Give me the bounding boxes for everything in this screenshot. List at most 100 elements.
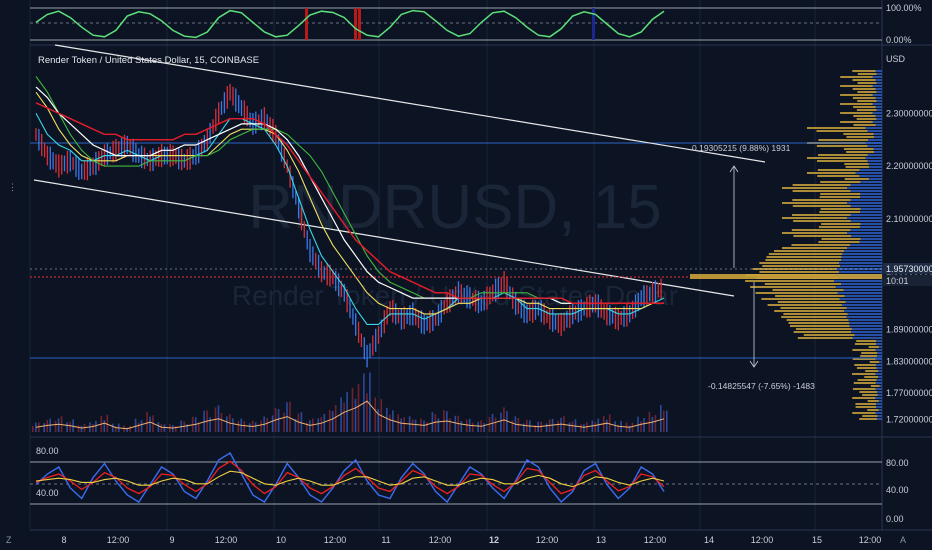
volume-profile-bar [873,133,882,135]
volume-profile-bar [821,223,861,225]
volume-profile-bar [816,130,868,132]
volume-bar [331,411,334,432]
settings-icon[interactable]: ⋮ [8,182,17,192]
volume-bar [640,421,642,432]
volume-profile-bar [875,358,882,360]
volume-profile-bar [840,76,873,78]
volume-profile-bar [875,364,882,366]
volume-profile-bar [876,91,882,93]
volume-profile-bar [852,337,882,339]
volume-profile-bar [878,376,882,378]
volume-bar [289,401,291,432]
time-axis[interactable]: 8 12:00 9 12:00 10 12:00 11 12:00 12 12:00 13 12:00… [6,182,932,545]
volume-profile-bar [818,154,868,156]
volume-bar [57,418,60,432]
volume-profile-bar [850,184,882,186]
volume-profile-bar [853,382,876,384]
volume-bar [494,417,497,432]
volume-profile-bar [847,313,882,315]
oscillator-yellow-line [35,470,665,488]
volume-bar [477,421,479,432]
volume-profile-bar [840,85,873,87]
volume-bar [366,393,368,432]
volume-profile-bar [840,265,882,267]
price-tick-label: 2.30000000 [886,108,932,118]
time-tick-label: 12:00 [429,535,452,545]
volume-profile-bar [839,298,882,300]
measure-down-label: -0.14825547 (-7.65%) -1483 [708,381,815,391]
volume-profile-bar [843,148,874,150]
volume-bar [471,422,474,432]
volume-profile-bar [864,376,879,378]
volume-profile-bar [852,412,876,414]
volume-profile-bar [872,94,882,96]
volume-profile-bar [877,415,882,417]
volume-profile-bar [875,88,882,90]
volume-profile [745,70,882,420]
volume-profile-bar [807,127,866,129]
volume-profile-bar [868,346,879,348]
volume-bar [506,411,508,432]
volume-profile-bar [875,397,882,399]
volume-profile-bar [844,295,882,297]
volume-profile-bar [772,289,844,291]
volume-bar [54,420,57,432]
volume-profile-bar [844,310,882,312]
volume-profile-bar [849,322,882,324]
volume-profile-bar [870,385,880,387]
price-tick-label: 1.83000000 [886,356,932,366]
volume-profile-bar [872,103,882,105]
volume-profile-bar [875,115,882,117]
bottom-oscillator-panel[interactable]: 80.00 40.00 80.00 40.00 0.00 [30,446,909,524]
volume-profile-bar [767,304,842,306]
currency-label: USD [886,54,906,64]
volume-bar [220,413,223,432]
volume-profile-bar [859,391,877,393]
volume-profile-bar [759,271,840,273]
volume-bar [277,409,280,432]
volume-bar [140,420,143,432]
volume-profile-bar [854,364,876,366]
volume-profile-bar [782,247,847,249]
symbol-title[interactable]: Render Token / United States Dollar, 15,… [38,55,259,66]
volume-profile-bar [817,169,860,171]
volume-bar [92,424,94,432]
auto-scale-icon[interactable]: A [900,535,906,545]
price-panel[interactable]: RNDRUSD, 15 Render Token / United States… [30,44,932,432]
volume-bar [663,410,665,432]
volume-profile-bar [852,349,876,351]
volume-profile-bar [867,400,879,402]
volume-bar [563,415,565,432]
left-osc-tick-40: 40.00 [36,488,59,498]
volume-profile-bar [850,229,882,231]
volume-profile-bar [775,295,845,297]
volume-bar [309,420,311,432]
volume-profile-bar [867,145,882,147]
volume-profile-bar [792,205,851,207]
volume-bar [637,416,639,432]
top-oscillator-panel[interactable]: 100.00% 0.00% [30,3,922,45]
zoom-reset-icon[interactable]: Z [6,535,12,545]
volume-bar [114,426,117,432]
volume-bar [160,424,163,432]
volume-profile-bar [852,70,876,72]
volume-bar [294,418,297,432]
volume-profile-bar [819,211,861,213]
volume-profile-bar [792,190,851,192]
time-tick-label: 12:00 [751,535,774,545]
volume-bar [426,422,428,432]
lower-trend-line[interactable] [33,179,735,297]
volume-profile-bar [850,205,882,207]
volume-bar [340,397,342,432]
volume-profile-bar [849,325,882,327]
volume-profile-bar [791,244,851,246]
top-osc-highlight-bar [592,8,595,40]
volume-bar [483,423,485,432]
upper-trend-line[interactable] [54,44,766,163]
measure-down-arrowhead [749,360,759,368]
volume-bar [628,425,631,432]
volume-bar [460,421,463,432]
right-osc-tick-0: 0.00 [886,514,904,524]
volume-profile-bar [876,343,882,345]
